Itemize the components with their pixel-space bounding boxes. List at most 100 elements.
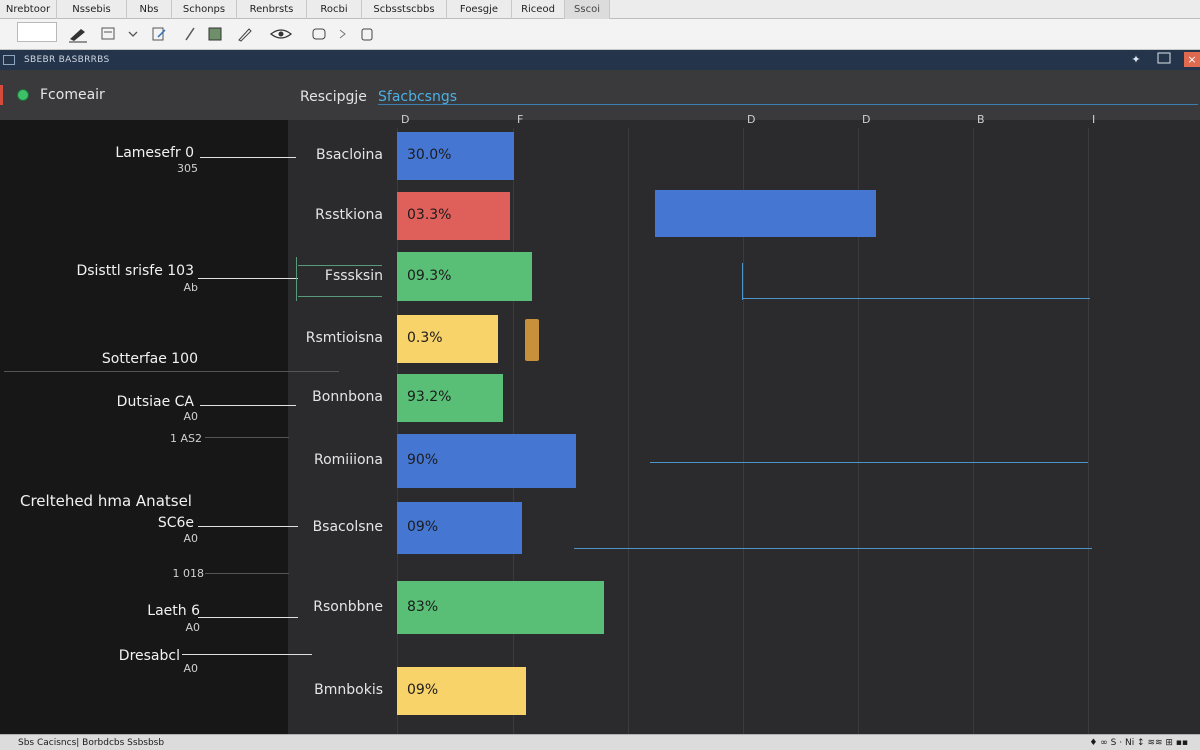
leader-line — [198, 526, 298, 527]
bar[interactable]: 09% — [397, 502, 522, 554]
bar-value-label: 83% — [407, 598, 439, 615]
leader-line — [198, 278, 298, 279]
status-dot-icon — [17, 89, 29, 101]
bar-value-label: 09% — [407, 682, 439, 698]
leader-line — [205, 573, 289, 574]
arrow-right-icon[interactable] — [336, 23, 350, 45]
chart-header-tab[interactable]: Sfacbcsngs — [378, 89, 458, 105]
sidebar-label-0: Lamesefr 0 — [115, 145, 194, 161]
bar-chart: D F D D B I Bsacloina 30.0% Rsstkiona 03.3% Fsssk… — [288, 112, 1200, 734]
menu-tab-9[interactable]: Sscoi — [565, 0, 610, 19]
sidebar-label-8: Laeth 6 — [147, 603, 200, 619]
menu-bar: Nrebtoor Nssebis Nbs Schonps Renbrsts Ro… — [0, 0, 1200, 19]
pencil-icon[interactable] — [234, 23, 256, 45]
category-label: Bmnbokis — [314, 682, 383, 698]
grid-line — [743, 128, 744, 734]
menu-tab-0[interactable]: Nrebtoor — [0, 0, 57, 19]
bar-value-label: 0.3% — [407, 330, 443, 346]
bar-value-label: 09% — [407, 519, 439, 535]
category-label: Bsacolsne — [312, 519, 383, 535]
leader-line — [198, 617, 298, 618]
reference-line — [742, 298, 1090, 299]
box-icon[interactable] — [204, 23, 226, 45]
menu-tab-2[interactable]: Nbs — [127, 0, 172, 19]
bar-value-label: 90% — [407, 452, 439, 468]
note-icon[interactable] — [98, 23, 120, 45]
panel-header — [0, 70, 1200, 120]
grid-line — [628, 128, 629, 734]
menu-tab-8[interactable]: Riceod — [512, 0, 565, 19]
bar[interactable]: 93.2% — [397, 374, 503, 422]
leader-line — [200, 157, 296, 158]
status-bar: Sbs Cacisncs| Borbdcbs Ssbsbsb ♦ ∞ S · N… — [0, 734, 1200, 750]
sidebar-label-1: Dsisttl srisfe 103 — [76, 263, 194, 279]
sidebar — [0, 120, 288, 734]
shape-icon[interactable] — [308, 23, 330, 45]
grid-line — [1088, 128, 1089, 734]
reference-line — [298, 296, 382, 297]
bar[interactable]: 90% — [397, 434, 576, 488]
leader-line — [200, 405, 296, 406]
sidebar-sub-8: A0 — [185, 621, 200, 634]
window-icon — [3, 55, 15, 65]
sidebar-label-3: Dutsiae CA — [116, 394, 194, 410]
category-label: Rsmtioisna — [305, 330, 383, 346]
category-label: Rsstkiona — [315, 207, 383, 223]
restore-icon[interactable] — [1156, 52, 1172, 67]
category-label: Fsssksin — [324, 267, 383, 284]
row-marker — [296, 257, 297, 301]
bar[interactable]: 0.3% — [397, 315, 498, 363]
grid-line — [513, 128, 514, 734]
copy-icon[interactable] — [356, 23, 378, 45]
sidebar-label-2: Sotterfae 100 — [101, 351, 198, 367]
menu-tab-3[interactable]: Schonps — [172, 0, 237, 19]
category-label: Bsacloina — [316, 147, 383, 163]
sidebar-sub-4: 1 AS2 — [169, 432, 202, 445]
grid-line — [858, 128, 859, 734]
sidebar-divider — [4, 371, 339, 372]
pin-icon[interactable]: ✦ — [1131, 53, 1141, 66]
menu-tab-7[interactable]: Foesgje — [447, 0, 512, 19]
bar[interactable]: 83% — [397, 581, 604, 634]
sidebar-sub-7: 1 018 — [172, 567, 205, 580]
title-bar: SBEBR BASBRRBS ✦ × — [0, 50, 1200, 70]
accent-marker — [0, 85, 3, 105]
status-indicators: ♦ ∞ S · Ni ↕ ≋≋ ⊞ ▪▪ — [1089, 738, 1188, 748]
window-title: SBEBR BASBRRBS — [24, 55, 110, 65]
chart-header-label: Rescipgje — [300, 89, 367, 105]
x-tick-label: B — [977, 113, 985, 126]
sidebar-sub-1: Ab — [183, 281, 198, 294]
menu-tab-6[interactable]: Scbsstscbbs — [362, 0, 447, 19]
floating-bar — [655, 190, 876, 237]
category-label: Romiiiona — [314, 452, 383, 468]
sidebar-label-5: Creltehed hma Anatsel — [20, 492, 192, 510]
bar[interactable]: 09% — [397, 667, 526, 715]
edit-page-icon[interactable] — [148, 23, 170, 45]
sidebar-label-6: SC6e — [157, 515, 194, 531]
toolbar-input[interactable] — [17, 22, 57, 42]
menu-tab-1[interactable]: Nssebis — [57, 0, 127, 19]
x-tick-label: I — [1092, 113, 1096, 126]
menu-tab-5[interactable]: Rocbi — [307, 0, 362, 19]
pen-icon[interactable] — [66, 23, 90, 45]
eye-icon[interactable] — [268, 23, 294, 45]
sidebar-label-9: Dresabcl — [118, 648, 180, 664]
bar[interactable]: 03.3% — [397, 192, 510, 240]
dropdown-icon[interactable] — [123, 23, 143, 45]
menu-tab-4[interactable]: Renbrsts — [237, 0, 307, 19]
close-icon[interactable]: × — [1184, 52, 1200, 67]
bar-value-label: 03.3% — [407, 207, 452, 223]
sidebar-sub-9: A0 — [183, 662, 198, 675]
bar[interactable]: 09.3% — [397, 252, 532, 301]
panel-title: Fcomeair — [40, 87, 105, 103]
reference-line — [650, 462, 1088, 463]
bar-value-label: 09.3% — [407, 267, 452, 284]
category-label: Rsonbbne — [313, 598, 383, 615]
leader-line — [182, 654, 312, 655]
x-tick-label: D — [747, 113, 756, 126]
grid-line — [973, 128, 974, 734]
brush-icon[interactable] — [180, 23, 200, 45]
bar-value-label: 93.2% — [407, 389, 452, 405]
bar[interactable]: 30.0% — [397, 132, 514, 180]
